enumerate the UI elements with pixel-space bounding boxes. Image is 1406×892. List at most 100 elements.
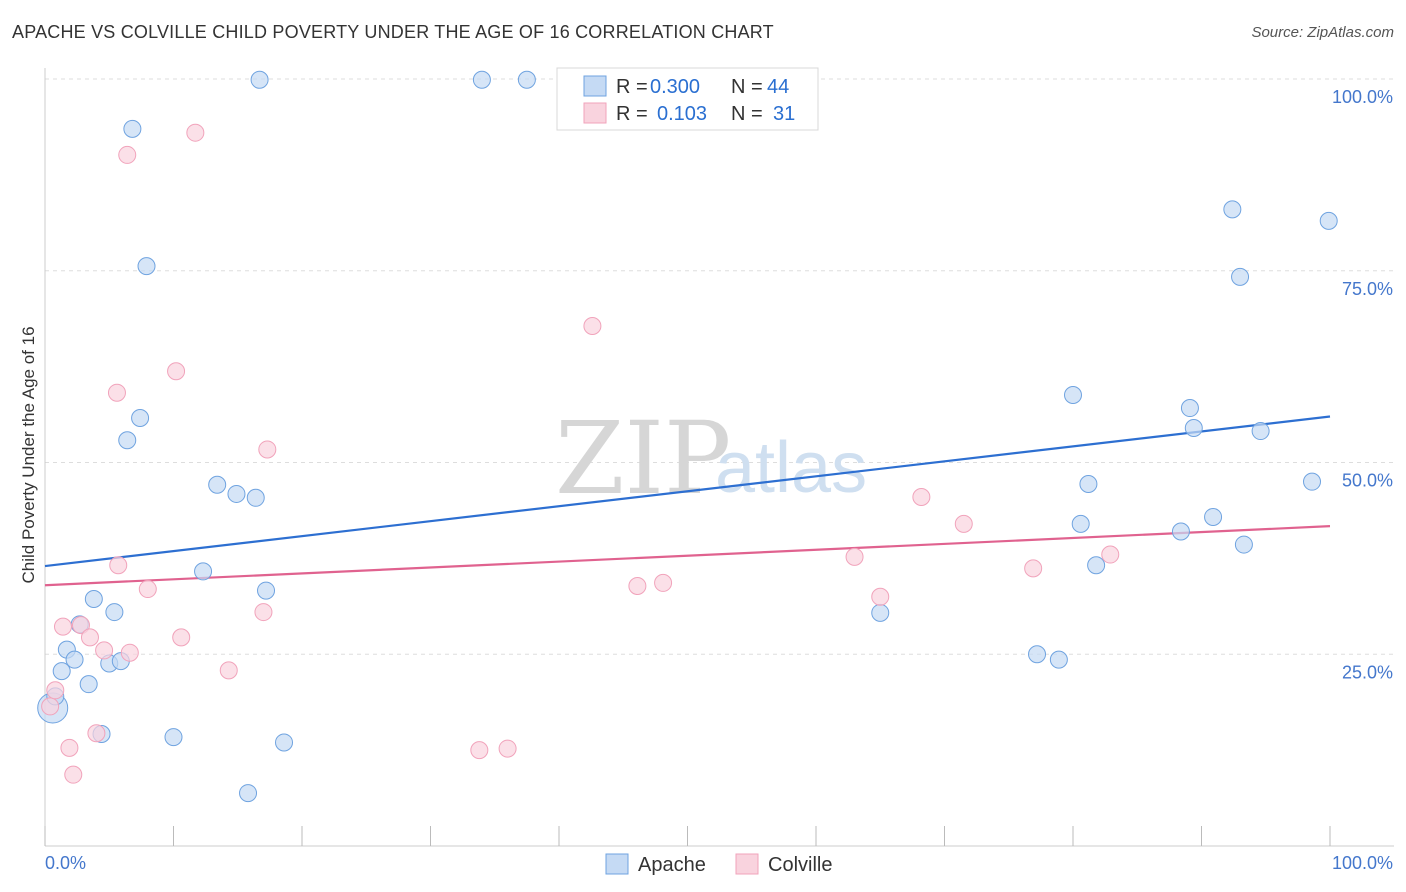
apache-point xyxy=(1049,650,1068,669)
apache-point xyxy=(79,675,98,694)
colville-point xyxy=(498,739,517,758)
apache-point xyxy=(1087,556,1106,575)
colville-point xyxy=(1024,559,1043,578)
apache-point xyxy=(194,562,213,581)
apache-point xyxy=(246,488,265,507)
y-axis-label: Child Poverty Under the Age of 16 xyxy=(19,326,38,583)
apache-point xyxy=(1231,267,1250,286)
colville-point xyxy=(46,681,65,700)
colville-point xyxy=(60,738,79,757)
apache-point xyxy=(1303,472,1322,491)
colville-point xyxy=(628,576,647,595)
colville-point xyxy=(254,603,273,622)
colville-r-label: R = xyxy=(616,103,648,125)
colville-point xyxy=(120,643,139,662)
y-tick-label: 75.0% xyxy=(1342,279,1393,299)
apache-point xyxy=(65,650,84,669)
colville-point xyxy=(258,440,277,459)
tick-labels: 25.0% 50.0% 75.0% 100.0% 0.0% 100.0% xyxy=(45,87,1393,873)
colville-point xyxy=(167,362,186,381)
apache-point xyxy=(1234,535,1253,554)
colville-point xyxy=(95,641,114,660)
y-tick-label: 25.0% xyxy=(1342,662,1393,682)
chart-title: APACHE VS COLVILLE CHILD POVERTY UNDER T… xyxy=(12,22,774,42)
colville-point xyxy=(107,383,126,402)
colville-legend-swatch xyxy=(735,853,759,875)
colville-point xyxy=(845,547,864,566)
trend-lines xyxy=(44,415,1331,587)
colville-point xyxy=(41,697,60,716)
apache-point xyxy=(275,733,294,752)
colville-point xyxy=(172,628,191,647)
apache-legend-label: Apache xyxy=(638,854,706,876)
apache-point xyxy=(164,728,183,747)
colville-point xyxy=(87,724,106,743)
colville-point xyxy=(912,488,931,507)
apache-point xyxy=(1251,422,1270,441)
apache-point xyxy=(1079,474,1098,493)
apache-point xyxy=(227,484,246,503)
apache-point xyxy=(250,70,269,89)
apache-r-label: R = xyxy=(616,76,648,98)
apache-point xyxy=(1180,399,1199,418)
colville-point xyxy=(109,556,128,575)
colville-point xyxy=(80,628,99,647)
apache-point xyxy=(257,581,276,600)
colville-point xyxy=(470,741,489,760)
apache-point xyxy=(137,257,156,276)
apache-point xyxy=(118,431,137,450)
apache-point xyxy=(871,603,890,622)
apache-point xyxy=(1184,418,1203,437)
watermark-zip: ZIP xyxy=(555,400,731,517)
colville-point xyxy=(71,616,90,635)
apache-point xyxy=(1028,645,1047,664)
colville-n-label: N = xyxy=(731,103,763,125)
apache-point xyxy=(1071,514,1090,533)
colville-legend-label: Colville xyxy=(768,854,832,876)
apache-point xyxy=(517,70,536,89)
apache-point xyxy=(1204,507,1223,526)
apache-r-value: 0.300 xyxy=(650,76,700,98)
apache-point xyxy=(1319,211,1338,230)
apache-point xyxy=(84,590,103,609)
colville-point xyxy=(186,123,205,142)
x-tick-label-min: 0.0% xyxy=(45,853,86,873)
apache-point xyxy=(123,119,142,138)
apache-point xyxy=(1064,386,1082,405)
apache-stat-swatch xyxy=(583,75,607,97)
colville-point xyxy=(219,661,238,680)
chart-source: Source: ZipAtlas.com xyxy=(1251,24,1394,41)
apache-point xyxy=(1223,200,1242,219)
apache-point xyxy=(131,409,150,428)
colville-stat-swatch xyxy=(583,102,607,124)
stats-legend: R = 0.300 N = 44 R = 0.103 N = 31 xyxy=(556,67,819,131)
apache-point xyxy=(472,70,491,89)
colville-point xyxy=(871,587,890,606)
colville-point xyxy=(118,145,137,164)
y-tick-label: 50.0% xyxy=(1342,471,1393,491)
data-points xyxy=(37,70,1338,803)
apache-legend-swatch xyxy=(605,853,629,875)
gridlines xyxy=(45,78,1394,655)
colville-point xyxy=(1101,545,1120,564)
apache-point xyxy=(208,475,227,494)
apache-n-label: N = xyxy=(731,76,763,98)
apache-trend-line xyxy=(44,415,1331,568)
colville-point xyxy=(64,765,83,784)
apache-point xyxy=(105,603,124,622)
colville-point xyxy=(654,573,673,592)
apache-point xyxy=(239,784,258,803)
colville-point xyxy=(138,580,157,599)
colville-n-value: 31 xyxy=(773,103,795,125)
apache-n-value: 44 xyxy=(767,76,789,98)
colville-r-value: 0.103 xyxy=(657,103,707,125)
apache-point xyxy=(52,662,71,681)
watermark-atlas: atlas xyxy=(715,428,867,508)
series-legend: Apache Colville xyxy=(605,853,832,876)
colville-point xyxy=(954,514,973,533)
colville-trend-line xyxy=(44,525,1331,587)
apache-point xyxy=(1171,522,1190,541)
x-tick-label-max: 100.0% xyxy=(1332,853,1393,873)
colville-point xyxy=(583,316,602,335)
